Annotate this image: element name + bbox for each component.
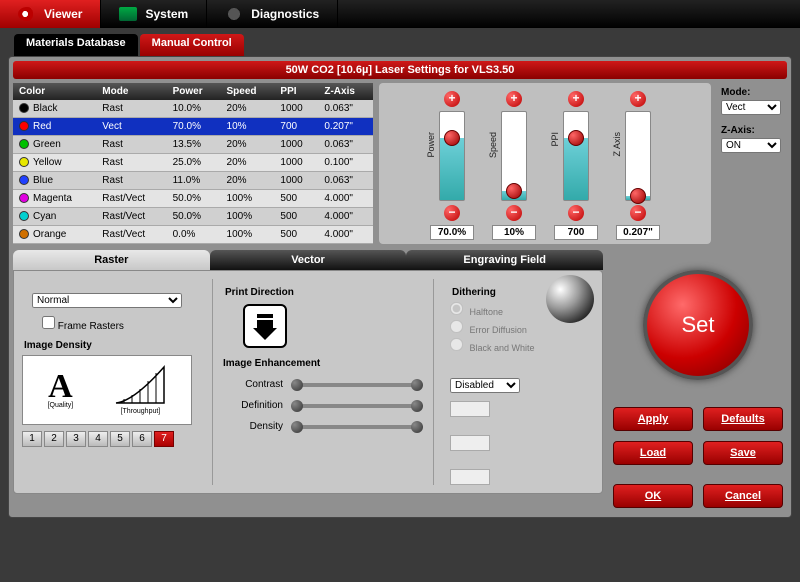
- table-row[interactable]: RedVect70.0%10%7000.207": [13, 117, 373, 135]
- col-header: Power: [167, 83, 221, 100]
- mode-select[interactable]: Vect: [721, 100, 781, 115]
- slider-label: Power: [426, 132, 436, 158]
- density-step-5[interactable]: 5: [110, 431, 130, 447]
- tab-engraving-field[interactable]: Engraving Field: [406, 250, 603, 270]
- slider-label: PPI: [550, 132, 560, 147]
- color-swatch: [19, 139, 29, 149]
- print-direction-button[interactable]: [243, 304, 287, 348]
- contrast-value: [450, 401, 490, 417]
- slider-value: 10%: [492, 225, 536, 240]
- color-swatch: [19, 157, 29, 167]
- color-swatch: [19, 193, 29, 203]
- col-header: Color: [13, 83, 96, 100]
- sys-icon: [119, 7, 137, 21]
- subtab-materials-database[interactable]: Materials Database: [14, 34, 138, 56]
- table-row[interactable]: CyanRast/Vect50.0%100%5004.000": [13, 207, 373, 225]
- table-row[interactable]: OrangeRast/Vect0.0%100%5004.000": [13, 225, 373, 243]
- slider-label: Z Axis: [612, 132, 622, 157]
- enh-label: Definition: [223, 400, 283, 411]
- top-tab-viewer[interactable]: Viewer: [0, 0, 101, 28]
- top-tab-system[interactable]: System: [101, 0, 207, 28]
- tab-raster[interactable]: Raster: [13, 250, 210, 270]
- plus-icon[interactable]: +: [630, 91, 646, 107]
- definition-value: [450, 435, 490, 451]
- color-swatch: [19, 103, 29, 113]
- color-swatch: [19, 175, 29, 185]
- image-enhancement-title: Image Enhancement: [223, 358, 320, 369]
- dither-option-halftone[interactable]: Halftone: [450, 302, 535, 317]
- slider-speed[interactable]: +Speed−10%: [492, 91, 536, 240]
- apply-button[interactable]: Apply: [613, 407, 693, 431]
- table-row[interactable]: BlackRast10.0%20%10000.063": [13, 100, 373, 117]
- cancel-button[interactable]: Cancel: [703, 484, 783, 508]
- col-header: Mode: [96, 83, 166, 100]
- slider-label: Speed: [488, 132, 498, 158]
- save-button[interactable]: Save: [703, 441, 783, 465]
- slider-value: 0.207": [616, 225, 660, 240]
- enh-slider-definition[interactable]: Definition: [223, 400, 423, 411]
- color-settings-table[interactable]: ColorModePowerSpeedPPIZ-Axis BlackRast10…: [13, 83, 373, 244]
- col-header: Speed: [221, 83, 275, 100]
- top-tab-diagnostics[interactable]: Diagnostics: [207, 0, 338, 28]
- color-swatch: [19, 211, 29, 221]
- enhancement-state-select[interactable]: Disabled: [450, 378, 520, 393]
- table-row[interactable]: MagentaRast/Vect50.0%100%5004.000": [13, 189, 373, 207]
- col-header: Z-Axis: [318, 83, 373, 100]
- color-swatch: [19, 121, 29, 131]
- slider-z-axis[interactable]: +Z Axis−0.207": [616, 91, 660, 240]
- density-step-7[interactable]: 7: [154, 431, 174, 447]
- plus-icon[interactable]: +: [506, 91, 522, 107]
- slider-ppi[interactable]: +PPI−700: [554, 91, 598, 240]
- diag-icon: [225, 7, 243, 21]
- enh-slider-contrast[interactable]: Contrast: [223, 379, 423, 390]
- zaxis-label: Z-Axis:: [721, 125, 783, 136]
- image-density-title: Image Density: [24, 340, 202, 351]
- subtab-manual-control[interactable]: Manual Control: [140, 34, 244, 56]
- frame-rasters-label: Frame Rasters: [58, 321, 124, 332]
- density-step-6[interactable]: 6: [132, 431, 152, 447]
- image-density-preview: A [Quality] [Throughput]: [22, 355, 192, 425]
- load-button[interactable]: Load: [613, 441, 693, 465]
- enh-slider-density[interactable]: Density: [223, 421, 423, 432]
- table-row[interactable]: GreenRast13.5%20%10000.063": [13, 135, 373, 153]
- dither-option-black-and-white[interactable]: Black and White: [450, 338, 535, 353]
- density-step-2[interactable]: 2: [44, 431, 64, 447]
- enh-label: Contrast: [223, 379, 283, 390]
- enh-label: Density: [223, 421, 283, 432]
- minus-icon[interactable]: −: [630, 205, 646, 221]
- plus-icon[interactable]: +: [444, 91, 460, 107]
- minus-icon[interactable]: −: [506, 205, 522, 221]
- table-row[interactable]: YellowRast25.0%20%10000.100": [13, 153, 373, 171]
- print-direction-title: Print Direction: [225, 287, 423, 298]
- density-step-1[interactable]: 1: [22, 431, 42, 447]
- density-step-3[interactable]: 3: [66, 431, 86, 447]
- defaults-button[interactable]: Defaults: [703, 407, 783, 431]
- dithering-title: Dithering: [452, 287, 535, 298]
- ok-button[interactable]: OK: [613, 484, 693, 508]
- frame-rasters-checkbox[interactable]: [42, 316, 55, 329]
- panel-title: 50W CO2 [10.6µ] Laser Settings for VLS3.…: [13, 61, 787, 79]
- arrow-down-icon: [253, 312, 277, 340]
- density-step-4[interactable]: 4: [88, 431, 108, 447]
- dither-option-error-diffusion[interactable]: Error Diffusion: [450, 320, 535, 335]
- table-row[interactable]: BlueRast11.0%20%10000.063": [13, 171, 373, 189]
- slider-value: 700: [554, 225, 598, 240]
- minus-icon[interactable]: −: [444, 205, 460, 221]
- col-header: PPI: [274, 83, 318, 100]
- raster-mode-select[interactable]: Normal: [32, 293, 182, 308]
- color-swatch: [19, 229, 29, 239]
- minus-icon[interactable]: −: [568, 205, 584, 221]
- slider-power[interactable]: +Power−70.0%: [430, 91, 474, 240]
- tab-vector[interactable]: Vector: [210, 250, 407, 270]
- eye-icon: [18, 7, 36, 21]
- mode-label: Mode:: [721, 87, 783, 98]
- density-value: [450, 469, 490, 485]
- dithering-preview-sphere: [546, 275, 594, 323]
- set-button[interactable]: Set: [643, 270, 753, 380]
- slider-value: 70.0%: [430, 225, 474, 240]
- zaxis-select[interactable]: ON: [721, 138, 781, 153]
- plus-icon[interactable]: +: [568, 91, 584, 107]
